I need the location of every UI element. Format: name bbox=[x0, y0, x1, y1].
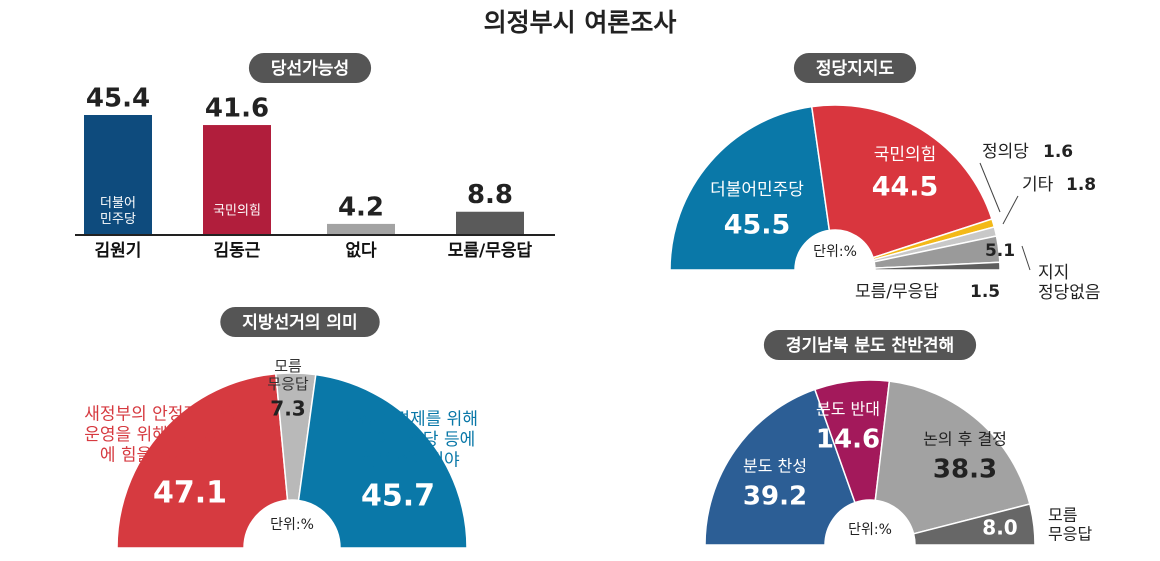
segment-value: 5.1 bbox=[985, 241, 1015, 261]
segment-name: 새정부 견제를 위해 더불어민주당 등에 힘을 실어줘야 bbox=[342, 410, 478, 471]
segment-value: 45.7 bbox=[361, 479, 435, 514]
segment-name: 분도 반대 bbox=[816, 400, 880, 419]
donut-segment bbox=[704, 388, 856, 546]
segment-name: 정의당 bbox=[982, 142, 1029, 162]
main-title: 의정부시 여론조사 bbox=[484, 8, 677, 37]
donut-segment bbox=[116, 372, 289, 549]
segment-value: 7.3 bbox=[270, 397, 305, 421]
segment-value: 8.0 bbox=[982, 516, 1017, 540]
donut-segment bbox=[669, 105, 831, 271]
donut-segment bbox=[810, 104, 993, 259]
section-pill bbox=[248, 53, 372, 83]
donut-segment bbox=[874, 380, 1031, 535]
segment-value: 39.2 bbox=[743, 482, 807, 512]
leader-line bbox=[1002, 195, 1019, 225]
value-label: 41.6 bbox=[205, 94, 269, 124]
segment-value: 1.6 bbox=[1043, 142, 1073, 162]
segment-name: 국민의힘 bbox=[874, 145, 937, 165]
segment-value: 14.6 bbox=[816, 425, 880, 455]
segment-value: 38.3 bbox=[933, 455, 997, 485]
category-label: 없다 bbox=[345, 241, 377, 261]
segment-name: 모름 무응답 bbox=[267, 357, 309, 393]
unit-label: 단위:% bbox=[270, 517, 314, 533]
category-label: 모름/무응답 bbox=[448, 241, 533, 261]
segment-name: 모름 무응답 bbox=[1048, 505, 1092, 543]
donut-segment bbox=[912, 503, 1036, 546]
segment-name: 새정부의 안정적 국정 운영을 위해 국민의힘 에 힘을 실어줘야 bbox=[84, 405, 236, 466]
section-title: 지방선거의 의미 bbox=[242, 313, 357, 333]
segment-value: 1.5 bbox=[970, 282, 1000, 302]
segment-value: 1.8 bbox=[1066, 175, 1096, 195]
segment-name: 모름/무응답 bbox=[855, 282, 939, 302]
bar-inner-label: 국민의힘 bbox=[213, 204, 261, 219]
segment-name: 더불어민주당 bbox=[710, 180, 804, 200]
unit-label: 단위:% bbox=[848, 522, 892, 538]
unit-label: 단위:% bbox=[813, 244, 857, 260]
bar-inner-label: 더불어 민주당 bbox=[100, 196, 136, 227]
leader-line bbox=[979, 162, 1001, 213]
bar bbox=[203, 125, 271, 235]
section-title: 당선가능성 bbox=[271, 59, 349, 79]
segment-value: 44.5 bbox=[872, 172, 939, 203]
section-title: 경기남북 분도 찬반견해 bbox=[786, 336, 954, 356]
category-label: 김원기 bbox=[95, 241, 142, 261]
value-label: 8.8 bbox=[467, 180, 513, 210]
segment-name: 기타 bbox=[1022, 175, 1054, 195]
segment-name: 지지 정당없음 bbox=[1038, 263, 1101, 303]
bar bbox=[84, 115, 152, 235]
value-label: 45.4 bbox=[86, 84, 150, 114]
segment-name: 논의 후 결정 bbox=[923, 430, 1007, 449]
category-label: 김동근 bbox=[214, 241, 261, 261]
bar bbox=[456, 211, 524, 235]
donut-segment bbox=[874, 261, 1001, 271]
leader-line bbox=[1021, 245, 1031, 271]
value-label: 4.2 bbox=[338, 192, 384, 222]
donut-segment bbox=[297, 373, 468, 549]
section-pill bbox=[763, 330, 977, 360]
segment-value: 45.5 bbox=[724, 210, 791, 241]
bar bbox=[327, 223, 395, 235]
section-pill bbox=[793, 53, 917, 83]
segment-name: 분도 찬성 bbox=[743, 457, 807, 476]
section-title: 정당지지도 bbox=[816, 59, 895, 79]
segment-value: 47.1 bbox=[153, 476, 227, 511]
section-pill bbox=[220, 307, 380, 337]
